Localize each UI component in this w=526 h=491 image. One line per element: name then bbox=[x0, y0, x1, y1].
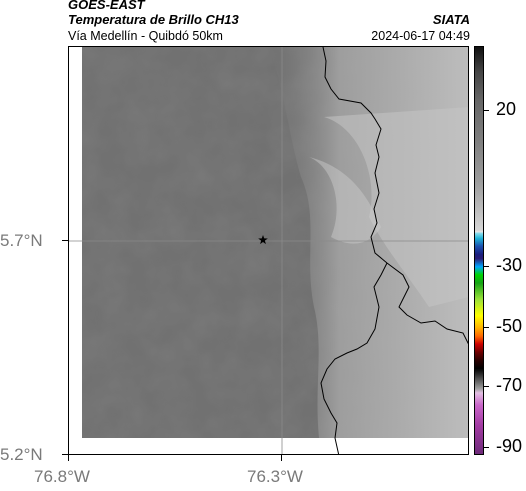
colorbar-tick bbox=[484, 327, 489, 328]
colorbar-label: 20 bbox=[496, 99, 517, 119]
country-boundary bbox=[320, 47, 468, 454]
colorbar-label: -50 bbox=[496, 316, 523, 336]
map-frame bbox=[68, 46, 469, 455]
lon-tick bbox=[68, 455, 69, 461]
colorbar-label: -90 bbox=[496, 436, 523, 456]
lon-label: 76.8°W bbox=[34, 467, 90, 486]
colorbar-tick bbox=[484, 447, 489, 448]
colorbar-tick bbox=[484, 386, 489, 387]
region-subtitle: Vía Medellín - Quibdó 50km bbox=[68, 29, 223, 43]
colorbar-tick bbox=[484, 110, 489, 111]
lon-label: 76.3°W bbox=[247, 467, 303, 486]
satellite-image bbox=[69, 47, 468, 454]
lat-label: 5.7°N bbox=[0, 231, 43, 250]
lat-tick bbox=[62, 454, 68, 455]
timestamp-label: 2024-06-17 04:49 bbox=[371, 29, 470, 43]
star-icon bbox=[258, 235, 268, 245]
satellite-title: GOES-EAST bbox=[68, 0, 145, 12]
colorbar bbox=[474, 46, 484, 455]
lat-tick bbox=[62, 240, 68, 241]
product-title: Temperatura de Brillo CH13 bbox=[68, 12, 239, 27]
colorbar-label: -70 bbox=[496, 375, 523, 395]
colorbar-label: -30 bbox=[496, 255, 523, 275]
colorbar-tick bbox=[484, 266, 489, 267]
organization-label: SIATA bbox=[432, 12, 470, 27]
lon-tick bbox=[281, 455, 282, 461]
lat-label: 5.2°N bbox=[0, 445, 43, 464]
brightness-temperature-field bbox=[82, 47, 468, 438]
